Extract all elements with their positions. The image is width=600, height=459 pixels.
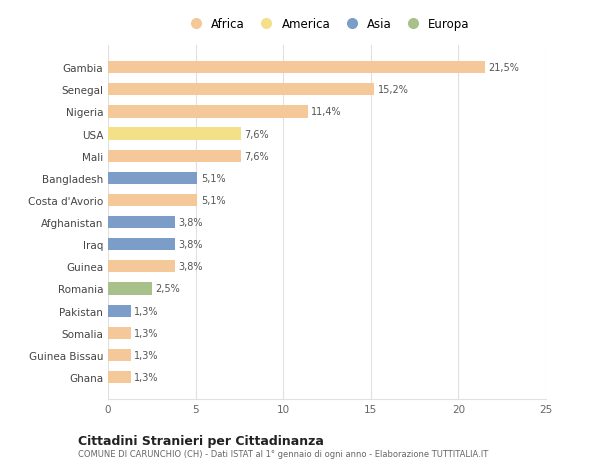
Text: 21,5%: 21,5% [488,63,519,73]
Text: 2,5%: 2,5% [155,284,180,294]
Bar [108,283,152,295]
Text: Cittadini Stranieri per Cittadinanza: Cittadini Stranieri per Cittadinanza [78,434,324,447]
Bar [108,150,241,162]
Text: 3,8%: 3,8% [178,218,203,228]
Legend: Africa, America, Asia, Europa: Africa, America, Asia, Europa [179,13,475,35]
Text: 11,4%: 11,4% [311,107,342,117]
Bar [108,84,374,96]
Text: COMUNE DI CARUNCHIO (CH) - Dati ISTAT al 1° gennaio di ogni anno - Elaborazione : COMUNE DI CARUNCHIO (CH) - Dati ISTAT al… [78,449,488,458]
Bar [108,217,175,229]
Text: 3,8%: 3,8% [178,262,203,272]
Text: 1,3%: 1,3% [134,350,159,360]
Text: 5,1%: 5,1% [201,196,226,206]
Text: 7,6%: 7,6% [245,151,269,162]
Text: 3,8%: 3,8% [178,240,203,250]
Bar [108,106,308,118]
Text: 1,3%: 1,3% [134,372,159,382]
Text: 1,3%: 1,3% [134,328,159,338]
Bar [108,62,485,74]
Bar [108,305,131,317]
Text: 5,1%: 5,1% [201,174,226,184]
Bar [108,371,131,383]
Text: 7,6%: 7,6% [245,129,269,139]
Bar [108,195,197,207]
Text: 15,2%: 15,2% [378,85,409,95]
Text: 1,3%: 1,3% [134,306,159,316]
Bar [108,173,197,185]
Bar [108,349,131,361]
Bar [108,261,175,273]
Bar [108,327,131,339]
Bar [108,239,175,251]
Bar [108,128,241,140]
